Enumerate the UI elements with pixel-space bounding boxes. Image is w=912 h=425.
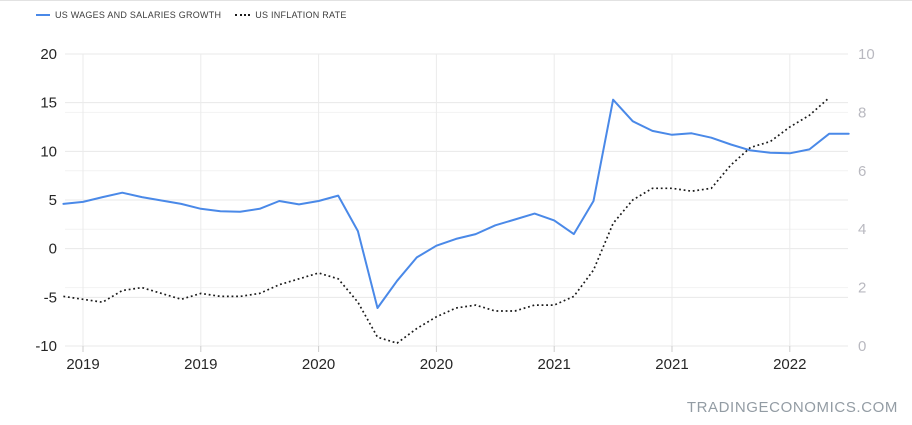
left-axis-tick-label: 20	[40, 46, 57, 63]
right-axis-tick-label: 0	[858, 338, 866, 355]
x-axis-year-label: 2021	[538, 356, 571, 373]
inflation-dotted-marker-icon	[235, 14, 251, 16]
x-axis-year-label: 2020	[302, 356, 335, 373]
left-axis-tick-label: 10	[40, 143, 57, 160]
left-axis-tick-label: 0	[49, 241, 57, 258]
x-axis-year-label: 2022	[773, 356, 806, 373]
legend-label-wages: US WAGES AND SALARIES GROWTH	[55, 10, 222, 20]
right-axis-tick-label: 6	[858, 163, 866, 180]
x-axis-year-label: 2021	[655, 356, 688, 373]
wages-line-marker-icon	[36, 14, 50, 16]
left-axis-tick-label: 5	[49, 192, 57, 209]
legend-label-inflation: US INFLATION RATE	[255, 10, 347, 20]
right-axis-tick-label: 2	[858, 280, 866, 297]
wages-line	[62, 98, 850, 309]
right-axis-tick-label: 8	[858, 104, 866, 121]
x-axis-year-label: 2019	[184, 356, 217, 373]
left-axis-tick-label: -5	[44, 289, 57, 306]
watermark: TRADINGECONOMICS.COM	[686, 399, 898, 416]
x-axis-year-label: 2019	[66, 356, 99, 373]
left-axis-tick-label: 15	[40, 95, 57, 112]
right-axis-tick-label: 4	[858, 221, 866, 238]
left-axis-tick-label: -10	[35, 338, 57, 355]
right-axis-tick-label: 10	[858, 46, 875, 63]
legend-item-wages[interactable]: US WAGES AND SALARIES GROWTH	[36, 10, 221, 20]
x-axis-year-label: 2020	[420, 356, 453, 373]
inflation-line	[63, 97, 830, 344]
legend-item-inflation[interactable]: US INFLATION RATE	[235, 10, 346, 20]
legend: US WAGES AND SALARIES GROWTH US INFLATIO…	[36, 10, 347, 20]
